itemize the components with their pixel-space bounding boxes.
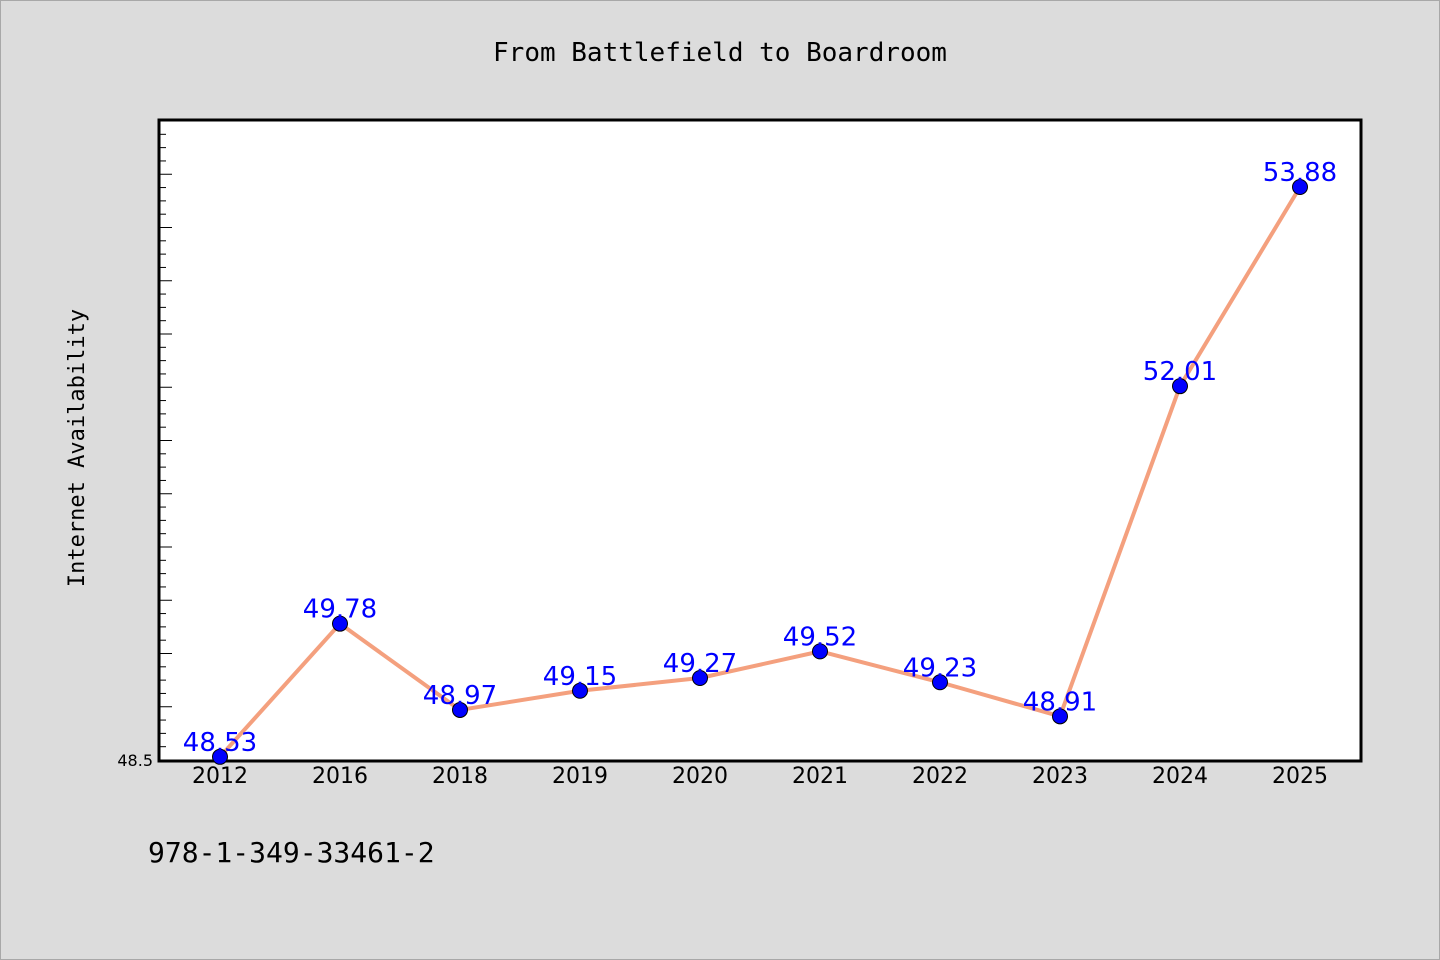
data-point	[1292, 179, 1308, 196]
y-axis-ticks	[160, 120, 172, 761]
x-tick-label: 2012	[192, 764, 248, 789]
data-point	[932, 674, 948, 691]
data-labels: 48.53 49.78 48.97 49.15 49.27 49.52 49.23 48.91…	[183, 158, 1337, 758]
y-axis-label: Internet Availability	[65, 309, 90, 587]
x-tick-label: 2018	[432, 764, 488, 789]
x-tick-label: 2020	[672, 764, 728, 789]
data-markers	[212, 179, 1308, 765]
x-axis-tick-labels: 2012 2016 2018 2019 2020 2021 2022 2023 2024 2025	[192, 764, 1328, 789]
x-tick-label: 2016	[312, 764, 368, 789]
data-label: 52.01	[1143, 357, 1217, 387]
series-line	[218, 185, 1302, 759]
x-tick-label: 2022	[912, 764, 968, 789]
data-label: 48.97	[423, 681, 497, 711]
data-label: 49.52	[783, 622, 857, 652]
footer-text: 978-1-349-33461-2	[148, 836, 435, 869]
x-tick-label: 2025	[1272, 764, 1328, 789]
chart-title: From Battlefield to Boardroom	[493, 38, 947, 68]
data-point	[452, 701, 468, 718]
y-tick-label: 48.5	[117, 751, 153, 770]
data-point	[1052, 708, 1068, 725]
y-axis-tick-labels: 48.5	[117, 751, 153, 770]
data-label: 48.53	[183, 728, 257, 758]
data-point	[212, 748, 228, 765]
data-label: 49.27	[663, 649, 737, 679]
x-tick-label: 2021	[792, 764, 848, 789]
data-label: 48.91	[1023, 687, 1097, 717]
x-tick-label: 2019	[552, 764, 608, 789]
series-line-group	[218, 185, 1302, 759]
data-point	[1172, 378, 1188, 395]
x-tick-label: 2024	[1152, 764, 1208, 789]
data-point	[572, 682, 588, 699]
data-label: 49.15	[543, 662, 617, 692]
data-label: 49.78	[303, 595, 377, 625]
x-tick-label: 2023	[1032, 764, 1088, 789]
data-label: 53.88	[1263, 158, 1337, 188]
data-point	[812, 643, 828, 660]
data-label: 49.23	[903, 653, 977, 683]
data-point	[692, 669, 708, 686]
data-point	[332, 615, 348, 632]
